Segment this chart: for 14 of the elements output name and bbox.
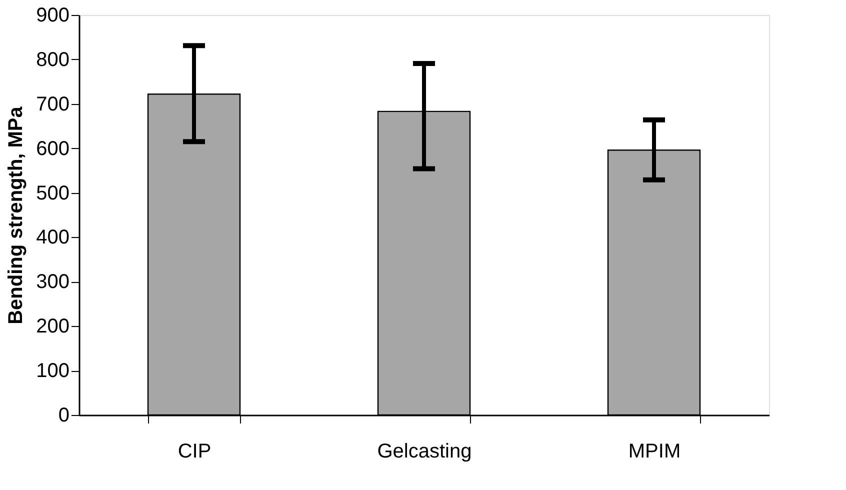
y-tick-label: 0	[58, 404, 70, 426]
y-tick-label: 700	[36, 93, 70, 116]
y-tick-label: 600	[36, 138, 70, 160]
y-tick-label: 500	[36, 182, 70, 204]
x-tick-label: CIP	[178, 440, 212, 462]
y-axis-title: Bending strength, MPa	[5, 106, 28, 324]
x-tick-label: Gelcasting	[377, 440, 472, 462]
y-tick-label: 200	[36, 316, 70, 338]
y-tick-label: 400	[36, 226, 70, 249]
y-tick-label: 900	[36, 4, 70, 26]
x-tick-label: MPIM	[628, 440, 681, 462]
y-tick-label: 800	[36, 48, 70, 71]
y-tick-label: 300	[36, 271, 70, 294]
y-tick-label: 100	[36, 360, 70, 382]
